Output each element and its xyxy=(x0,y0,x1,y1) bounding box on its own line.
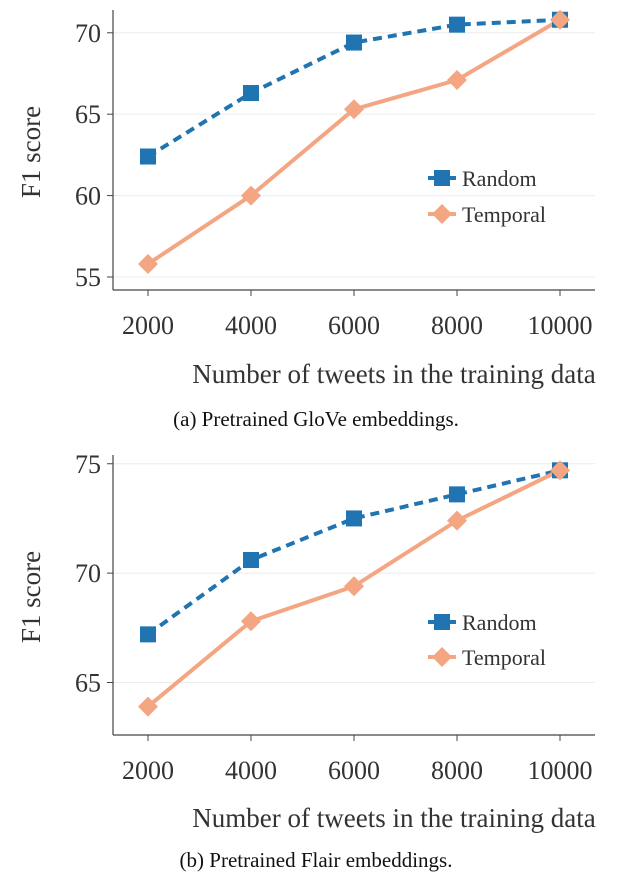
marker-temporal xyxy=(344,576,364,597)
legend-label-temporal: Temporal xyxy=(462,202,546,227)
series-line-temporal xyxy=(146,18,562,266)
chart-panel-flair: 65 70 75 2000 4000 6000 8000 10000 Number of twe… xyxy=(0,445,632,895)
x-tick-label: 2000 xyxy=(122,756,174,785)
y-tick-label: 70 xyxy=(75,559,101,588)
x-tick-label: 2000 xyxy=(122,311,174,340)
y-tick-label: 70 xyxy=(75,19,101,48)
marker-random xyxy=(449,486,465,503)
marker-temporal xyxy=(138,696,158,717)
legend-label-random: Random xyxy=(462,166,537,191)
x-tick-label: 8000 xyxy=(431,311,483,340)
x-tick-label: 6000 xyxy=(328,756,380,785)
marker-random xyxy=(243,85,259,102)
marker-temporal xyxy=(344,99,364,120)
marker-temporal xyxy=(241,611,261,632)
flair-line-chart: 65 70 75 2000 4000 6000 8000 10000 Number of twe… xyxy=(16,450,596,833)
marker-random xyxy=(140,148,156,165)
marker-temporal xyxy=(447,70,467,90)
caption-flair: (b) Pretrained Flair embeddings. xyxy=(179,848,453,872)
marker-temporal xyxy=(241,185,261,206)
y-tick-label: 60 xyxy=(75,182,101,211)
marker-temporal xyxy=(550,9,570,30)
series-line-random xyxy=(146,468,561,636)
x-axis-label: Number of tweets in the training data xyxy=(192,359,595,389)
x-tick-label: 6000 xyxy=(328,311,380,340)
x-tick-label: 8000 xyxy=(431,756,483,785)
x-tick-label: 4000 xyxy=(225,756,277,785)
y-tick-label: 55 xyxy=(75,263,101,292)
x-axis-label: Number of tweets in the training data xyxy=(192,803,595,833)
legend-marker-temporal xyxy=(432,647,452,667)
caption-glove: (a) Pretrained GloVe embeddings. xyxy=(173,407,459,431)
x-tick-label: 10000 xyxy=(528,756,593,785)
marker-random xyxy=(346,34,362,51)
marker-random xyxy=(449,16,465,33)
y-tick-label: 75 xyxy=(75,450,101,479)
marker-temporal xyxy=(550,460,570,481)
marker-random xyxy=(346,510,362,527)
legend-marker-random xyxy=(434,614,450,630)
legend-label-random: Random xyxy=(462,610,537,635)
glove-line-chart: 55 60 65 70 2000 4000 6000 8000 10000 Number of t… xyxy=(16,9,596,389)
chart-panel-glove: 55 60 65 70 2000 4000 6000 8000 10000 Number of t… xyxy=(0,0,632,445)
series-line-random xyxy=(146,17,561,159)
marker-temporal xyxy=(138,253,158,274)
y-axis-label: F1 score xyxy=(16,551,46,643)
marker-random xyxy=(140,626,156,643)
y-tick-label: 65 xyxy=(75,669,101,698)
marker-random xyxy=(243,552,259,568)
y-axis-label: F1 score xyxy=(16,106,46,198)
x-tick-label: 10000 xyxy=(528,311,593,340)
legend-marker-random xyxy=(434,170,450,186)
legend-marker-temporal xyxy=(432,204,452,224)
x-tick-label: 4000 xyxy=(225,311,277,340)
legend-label-temporal: Temporal xyxy=(462,645,546,670)
marker-temporal xyxy=(447,510,467,531)
y-tick-label: 65 xyxy=(75,100,101,129)
